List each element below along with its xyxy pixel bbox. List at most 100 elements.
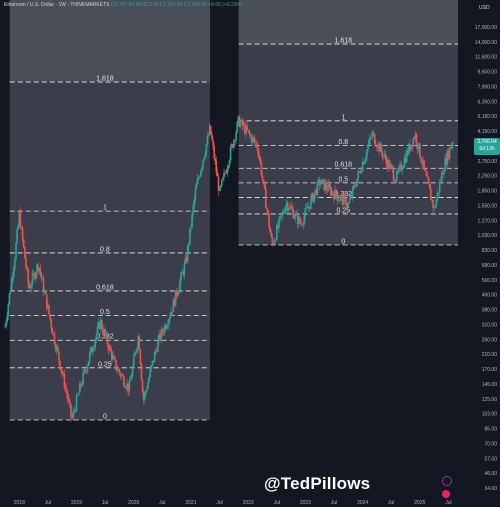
candle-body xyxy=(207,135,210,136)
price-tick-label: 1,850.00 xyxy=(478,189,498,195)
candle-body xyxy=(58,351,60,361)
candle xyxy=(162,328,165,336)
candle-body xyxy=(90,347,92,354)
candle-body xyxy=(51,327,54,335)
candle xyxy=(433,204,435,212)
time-axis[interactable]: 2018 Jul 2019 Jul 2020 Jul 2021 Jul 2022 Jul 2023 J… xyxy=(14,500,452,506)
fib-retracement-layer[interactable]: 00.250.3820.50.6180.811.6182.6183.6184.2… xyxy=(9,0,458,421)
candle-body xyxy=(21,227,24,240)
candle-body xyxy=(191,213,193,228)
ohlc-readout: O3,757.54 H3,813.04 L3,701.94 C3,766.04 … xyxy=(110,2,243,8)
price-tick-label: 46.00 xyxy=(484,471,497,477)
candle xyxy=(255,141,257,148)
candle-body xyxy=(70,404,72,417)
fib-set-1: 00.250.3820.50.6180.811.6182.6183.6184.2… xyxy=(9,0,211,421)
candle-body xyxy=(163,325,166,333)
candle-body xyxy=(301,223,303,225)
candle xyxy=(26,265,28,272)
candle xyxy=(272,242,275,246)
candle-body xyxy=(357,171,360,179)
candle-body xyxy=(327,184,330,192)
candle-body xyxy=(169,316,171,319)
candle xyxy=(175,287,178,300)
candle xyxy=(176,292,179,299)
candle-body xyxy=(15,243,17,259)
candle-body xyxy=(346,206,349,208)
candle-body xyxy=(223,172,225,178)
candle-body xyxy=(432,199,434,208)
candle xyxy=(435,198,438,208)
candle xyxy=(343,193,345,206)
candle-body xyxy=(206,135,209,145)
time-tick-label: Jul xyxy=(388,500,394,506)
candle-body xyxy=(271,236,274,244)
candle-body xyxy=(211,134,213,140)
price-axis[interactable]: 17,000.00 14,000.00 11,600.00 9,600.00 7,900… xyxy=(475,25,497,492)
candle xyxy=(351,185,354,202)
candle-body xyxy=(105,333,108,335)
alert-icon[interactable] xyxy=(442,490,450,498)
candle-body xyxy=(388,160,390,169)
candle xyxy=(382,155,385,160)
candle xyxy=(41,276,44,279)
candle xyxy=(284,205,287,215)
candle xyxy=(158,329,160,345)
replay-icon[interactable] xyxy=(442,476,452,486)
candle xyxy=(59,360,61,370)
candle-body xyxy=(38,267,40,271)
fib-zone-lower xyxy=(238,44,458,245)
candle-body xyxy=(272,243,275,245)
candle-body xyxy=(28,282,31,289)
candle-body xyxy=(270,232,273,237)
candle xyxy=(424,167,427,172)
candle xyxy=(196,173,199,185)
fib-level-label: 0.382 xyxy=(335,191,353,198)
candle xyxy=(90,347,92,356)
candle-body xyxy=(311,193,313,199)
candle-body xyxy=(162,332,165,334)
candle xyxy=(62,370,65,377)
candle xyxy=(147,377,149,390)
candle xyxy=(101,318,103,331)
candle-body xyxy=(230,144,233,147)
candle-body xyxy=(426,176,429,178)
candle-body xyxy=(285,202,288,207)
candle-body xyxy=(71,416,73,418)
candle-body xyxy=(201,167,203,171)
candle-body xyxy=(50,319,53,328)
candle xyxy=(70,403,72,423)
candle xyxy=(415,132,418,149)
candle-body xyxy=(356,178,358,187)
candle-body xyxy=(235,132,237,141)
candle xyxy=(54,340,57,353)
candle-body xyxy=(423,160,426,169)
candle xyxy=(386,155,388,170)
candle-body xyxy=(431,199,433,201)
candle xyxy=(33,271,36,281)
candle-body xyxy=(441,172,443,182)
candle xyxy=(301,219,303,227)
candle-body xyxy=(376,146,378,148)
candle-body xyxy=(160,329,163,341)
candle xyxy=(19,207,22,230)
candle xyxy=(442,170,444,175)
candle-body xyxy=(205,144,208,154)
candle-body xyxy=(146,388,148,391)
candle-body xyxy=(93,347,95,350)
candle xyxy=(192,203,194,219)
candle xyxy=(159,332,161,343)
candle xyxy=(368,134,371,147)
candle xyxy=(29,284,32,289)
candle-body xyxy=(117,369,120,371)
candle-body xyxy=(236,121,238,133)
candle xyxy=(369,136,372,145)
candle-body xyxy=(142,391,145,400)
currency-label[interactable]: USD xyxy=(479,5,490,11)
candle-body xyxy=(345,197,347,208)
candle-body xyxy=(250,135,253,143)
candle-body xyxy=(287,202,289,211)
candle-body xyxy=(202,160,204,168)
candle xyxy=(58,351,60,366)
candle-body xyxy=(65,388,68,394)
